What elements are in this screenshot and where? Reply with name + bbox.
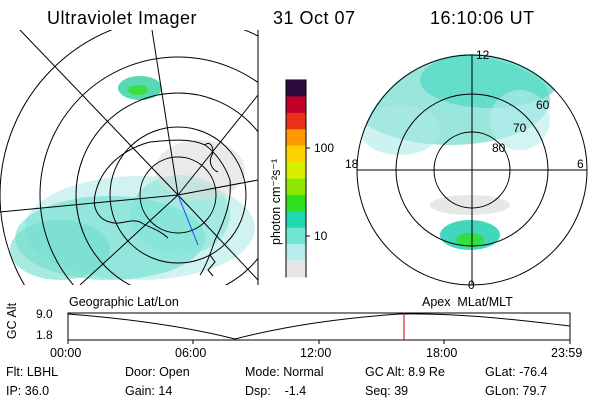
- colorbar-segment: [286, 244, 306, 262]
- colorbar-segment: [286, 80, 306, 97]
- x-tick-1800: 18:00: [426, 346, 458, 360]
- colorbar-segment: [286, 112, 306, 130]
- mlat-label-80: 80: [492, 141, 506, 155]
- orbit-timeline: [67, 312, 571, 344]
- magnetic-caption: Apex MLat/MLT: [422, 295, 513, 309]
- gc-alt-tick-9: 9.0: [36, 307, 53, 321]
- colorbar: [285, 79, 310, 278]
- gc-alt-axis-label: GC Alt: [5, 302, 19, 340]
- status-gain: Gain: 14: [125, 384, 173, 398]
- colorbar-segment: [286, 194, 306, 212]
- status-mode: Mode: Normal: [245, 365, 324, 379]
- coastline: [93, 139, 231, 276]
- status-ip: IP: 36.0: [6, 384, 50, 398]
- status-flt: Flt: LBHL: [6, 365, 59, 379]
- colorbar-segment: [286, 211, 306, 229]
- status-gc-alt: GC Alt: 8.9 Re: [365, 365, 445, 379]
- gc-alt-tick-1-8: 1.8: [36, 328, 53, 342]
- mlat-label-60: 60: [536, 98, 550, 112]
- colorbar-segment: [286, 145, 306, 163]
- geographic-caption: Geographic Lat/Lon: [69, 295, 179, 309]
- mlat-label-70: 70: [513, 121, 527, 135]
- time-label: 16:10:06 UT: [430, 8, 535, 28]
- colorbar-segment: [286, 129, 306, 147]
- altitude-curve: [67, 313, 571, 340]
- colorbar-tick-100: 100: [314, 141, 335, 155]
- mlt-label-18: 18: [345, 157, 359, 171]
- colorbar-segment: [286, 260, 306, 278]
- mlt-label-12: 12: [476, 48, 490, 62]
- magnetic-map-panel: [356, 54, 588, 286]
- x-tick-1200: 12:00: [300, 346, 332, 360]
- status-dsp: Dsp: -1.4: [245, 384, 307, 398]
- status-seq: Seq: 39: [365, 384, 409, 398]
- colorbar-segment: [286, 178, 306, 196]
- instrument-title: Ultraviolet Imager: [47, 8, 198, 28]
- colorbar-unit-label: photon cm⁻²s⁻¹: [269, 158, 283, 245]
- geographic-map-panel: [0, 30, 258, 285]
- status-glat: GLat: -76.4: [485, 365, 548, 379]
- status-glon: GLon: 79.7: [485, 384, 547, 398]
- x-tick-0600: 06:00: [175, 346, 207, 360]
- date-label: 31 Oct 07: [273, 8, 356, 28]
- status-door: Door: Open: [125, 365, 190, 379]
- mlt-label-6: 6: [577, 157, 584, 171]
- x-tick-2359: 23:59: [551, 346, 583, 360]
- colorbar-tick-10: 10: [314, 229, 328, 243]
- x-tick-0000: 00:00: [50, 346, 82, 360]
- mlt-label-0: 0: [468, 278, 475, 292]
- colorbar-segment: [286, 227, 306, 245]
- colorbar-segment: [286, 162, 306, 179]
- colorbar-segment: [286, 96, 306, 114]
